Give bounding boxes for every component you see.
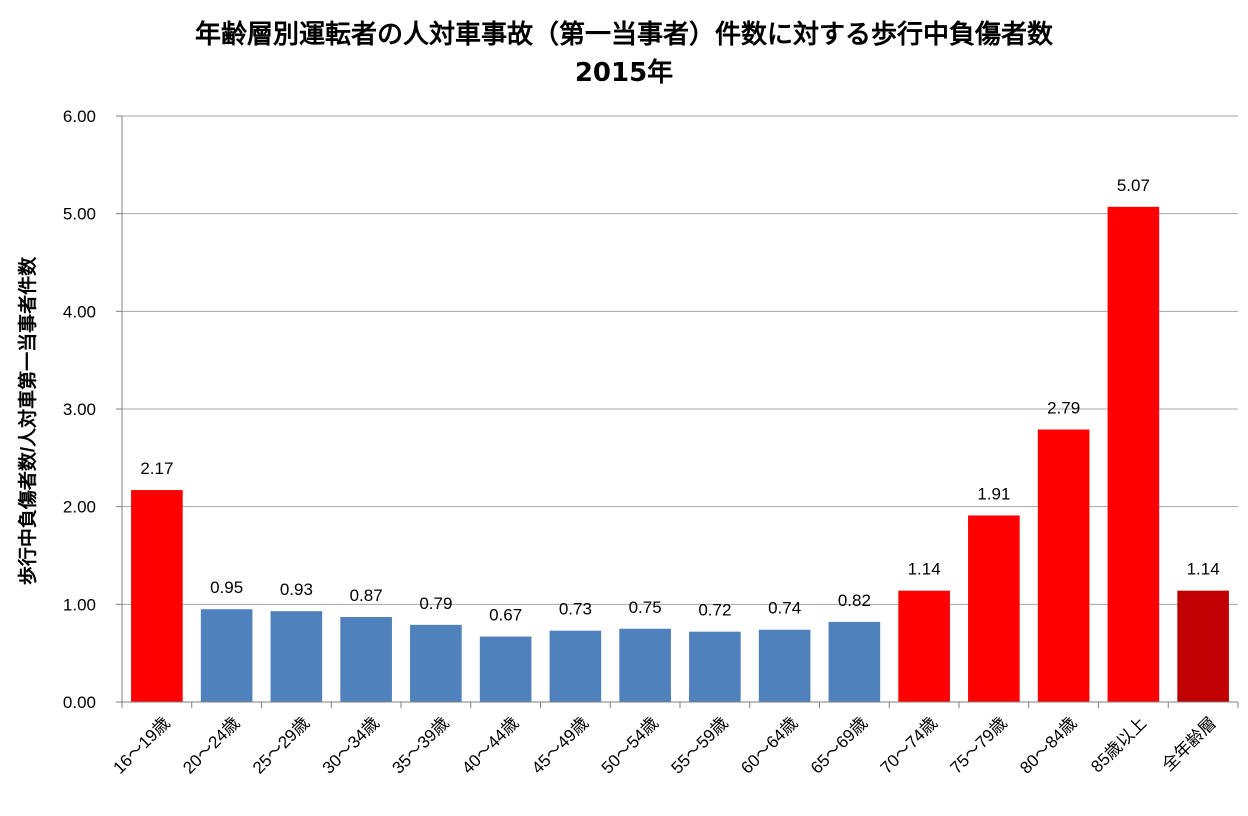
bar xyxy=(619,628,671,702)
x-tick-label: 16～19歳 xyxy=(109,713,173,777)
bar xyxy=(1177,590,1229,702)
bar xyxy=(410,624,462,702)
y-tick-label: 2.00 xyxy=(63,498,96,517)
value-labels: 2.17 0.95 0.93 0.87 0.79 0.67 0.73 0.75 0.72 0.74… xyxy=(140,176,1219,625)
y-tick-label: 4.00 xyxy=(63,302,96,321)
bar xyxy=(200,609,253,702)
bar-value-label: 0.74 xyxy=(768,599,801,618)
bar xyxy=(689,631,741,702)
y-axis-ticks: 0.00 1.00 2.00 3.00 4.00 5.00 6.00 xyxy=(63,107,122,712)
bar xyxy=(898,590,950,702)
bar-value-label: 0.75 xyxy=(629,598,662,617)
y-tick-label: 6.00 xyxy=(63,107,96,126)
x-tick-label: 75～79歳 xyxy=(946,713,1010,777)
y-axis-label: 歩行中負傷者数/人対車第一当事者件数 xyxy=(16,256,39,585)
x-tick-label: 20～24歳 xyxy=(179,713,243,777)
bar-value-label: 5.07 xyxy=(1117,176,1150,195)
y-tick-label: 1.00 xyxy=(63,595,96,614)
bar-value-label: 0.93 xyxy=(280,580,313,599)
x-tick-label: 80～84歳 xyxy=(1016,713,1080,777)
bar xyxy=(479,636,532,702)
x-tick-label: 35～39歳 xyxy=(388,713,452,777)
y-tick-label: 3.00 xyxy=(63,400,96,419)
bar xyxy=(340,617,392,702)
bars xyxy=(131,206,1229,702)
bar xyxy=(131,490,183,702)
x-tick-label: 25～29歳 xyxy=(249,713,313,777)
x-tick-label: 85歳以上 xyxy=(1087,713,1150,776)
bar xyxy=(1037,429,1090,702)
x-tick-label: 70～74歳 xyxy=(877,713,941,777)
bar xyxy=(1107,206,1160,702)
bar xyxy=(270,611,323,702)
bar-value-label: 0.82 xyxy=(838,591,871,610)
x-tick-label: 60～64歳 xyxy=(737,713,801,777)
x-tick-label: 50～54歳 xyxy=(598,713,662,777)
chart-subtitle: 2015年 xyxy=(574,58,674,88)
bar-value-label: 1.91 xyxy=(977,484,1010,503)
x-tick-label: 55～59歳 xyxy=(667,713,731,777)
x-axis-ticks: 16～19歳 20～24歳 25～29歳 30～34歳 35～39歳 40～44歳 45～4… xyxy=(109,702,1239,778)
bar xyxy=(828,621,881,702)
bar xyxy=(758,629,811,702)
bar-value-label: 0.73 xyxy=(559,600,592,619)
bar-value-label: 0.72 xyxy=(698,601,731,620)
bar-value-label: 0.67 xyxy=(489,606,522,625)
x-tick-label: 全年齢層 xyxy=(1158,713,1220,775)
bar xyxy=(968,515,1020,702)
bar-value-label: 1.14 xyxy=(908,560,941,579)
bar-value-label: 1.14 xyxy=(1187,560,1220,579)
bar-value-label: 0.87 xyxy=(350,586,383,605)
x-tick-label: 65～69歳 xyxy=(807,713,871,777)
bar-value-label: 0.79 xyxy=(419,594,452,613)
bar-value-label: 2.79 xyxy=(1047,399,1080,418)
bar-value-label: 0.95 xyxy=(210,578,243,597)
x-tick-label: 45～49歳 xyxy=(528,713,592,777)
x-tick-label: 30～34歳 xyxy=(319,713,383,777)
y-tick-label: 5.00 xyxy=(63,205,96,224)
x-tick-label: 40～44歳 xyxy=(458,713,522,777)
bar-value-label: 2.17 xyxy=(140,459,173,478)
bar xyxy=(549,630,602,702)
chart-title: 年齢層別運転者の人対車事故（第一当事者）件数に対する歩行中負傷者数 xyxy=(194,20,1053,50)
y-tick-label: 0.00 xyxy=(63,693,96,712)
gridlines xyxy=(122,115,1238,605)
